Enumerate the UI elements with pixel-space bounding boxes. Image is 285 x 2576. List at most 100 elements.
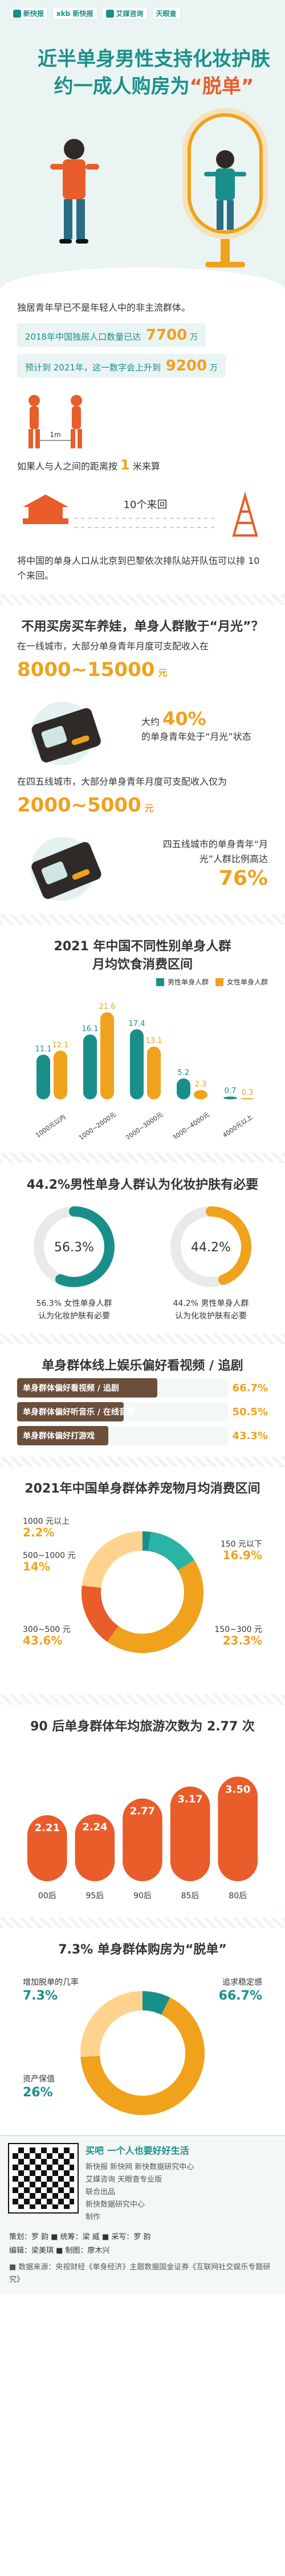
logo-text: 天眼查 <box>156 10 177 18</box>
female-caption-line2: 认为化妆护肤有必要 <box>38 1312 110 1321</box>
divider <box>0 1695 285 1705</box>
donut-slice <box>148 1532 195 1571</box>
entertainment-row: 单身群体偏好打游戏 43.3% <box>17 1426 268 1445</box>
food-bar-label: 0.7 <box>225 1087 237 1095</box>
entertainment-value: 43.3% <box>232 1429 268 1442</box>
entertainment-bars: 单身群体偏好看视频 / 追剧 66.7% 单身群体偏好听音乐 / 在线音频 50.5%… <box>17 1378 268 1445</box>
credit-line2: 编辑：梁美琪 ■ 制图：廖木兴 <box>9 2247 110 2255</box>
entertainment-bar-track: 单身群体偏好看视频 / 追剧 <box>17 1378 228 1398</box>
pet-label-value: 23.3% <box>223 1634 262 1647</box>
travel-bar <box>218 1777 258 1881</box>
ring-arc <box>34 1206 115 1287</box>
divider <box>0 1918 285 1928</box>
travel-bar-label: 2.21 <box>35 1822 60 1834</box>
house-label-key: 追求稳定感 <box>222 1977 262 1987</box>
orgs-line1: 新快报 新快网 新快数据研究中心 <box>85 2163 194 2171</box>
pet-label-key: 500~1000 元 <box>23 1551 76 1560</box>
female-caption-line1: 56.3% 女性单身人群 <box>36 1299 112 1308</box>
food-bar <box>54 1050 67 1099</box>
pet-title: 2021年中国单身群体养宠物月均消费区间 <box>25 1482 260 1496</box>
hero-title-prefix: 约一成人购房为 <box>54 75 190 98</box>
house-label-value: 26% <box>23 2085 53 2100</box>
food-category-label: 2000~3000元 <box>124 1111 164 1139</box>
tier1-share-tail: 的单身青年处于“月光”状态 <box>141 731 251 742</box>
female-ring: 56.3% <box>34 1206 115 1287</box>
intro-summary: 将中国的单身人口从北京到巴黎依次排队站开队伍可以排 10 个来回。 <box>17 555 260 581</box>
food-bar <box>241 1098 254 1099</box>
people-line: 如果人与人之间的距离按 1 米来算 <box>17 458 268 474</box>
qr-code[interactable] <box>9 2144 78 2212</box>
travel-bar-label: 3.50 <box>225 1783 250 1795</box>
brand-mark-icon <box>13 9 21 18</box>
stat1-pill: 2018年中国独居人口数量已达 7700 万 <box>17 323 206 347</box>
makeup-rings: 56.3% 56.3% 女性单身人群 认为化妆护肤有必要 44.2% 44.2%… <box>17 1198 268 1322</box>
divider <box>0 1153 285 1163</box>
travel-category-label: 00后 <box>38 1891 56 1901</box>
tier5-unit: 元 <box>144 803 154 814</box>
entertainment-bar <box>17 1426 108 1445</box>
entertainment-section: 单身群体线上娱乐偏好看视频 / 追剧 单身群体偏好看视频 / 追剧 66.7% 单身… <box>0 1355 285 1445</box>
food-bar-chart: 11.1 12.1 1000元以内 16.1 21.6 1000~2000元 17.4 13.… <box>34 1003 254 1141</box>
temple-icon <box>23 494 68 524</box>
food-bar <box>223 1097 237 1099</box>
makeup-section: 44.2%男性单身人群认为化妆护肤有必要 56.3% 56.3% 女性单身人群 … <box>0 1174 285 1322</box>
gap-label: 1m <box>50 431 60 439</box>
legend-male: 男性单身人群 <box>156 977 209 987</box>
tier1-text: 在一线城市，大部分单身青年月度可支配收入在 <box>17 641 209 652</box>
food-title-line2: 月均饮食消费区间 <box>92 958 193 972</box>
moonlight-section: 不用买房买车养娃，单身人群散于“月光”？ 在一线城市，大部分单身青年月度可支配收… <box>0 616 285 903</box>
house-label: 追求稳定感 66.7% <box>219 1977 262 2003</box>
hero-illustration <box>50 108 268 267</box>
food-bar <box>130 1029 144 1099</box>
travel-bar <box>170 1786 210 1881</box>
tier5-share: 四五线城市的单身青年“月光”人群比例高达 76% <box>141 837 268 890</box>
food-bar <box>100 1012 114 1099</box>
legend-female-label: 女性单身人群 <box>226 978 268 986</box>
stat2-pill: 预计到 2021年，这一数字会上升到 9200 万 <box>17 354 226 378</box>
pet-label-value: 16.9% <box>223 1548 262 1562</box>
orgs-line4: 新快数据研究中心 <box>85 2200 145 2209</box>
entertainment-row: 单身群体偏好看视频 / 追剧 66.7% <box>17 1378 268 1398</box>
logo-tianyancha: 天眼查 <box>152 7 181 20</box>
food-legend: 男性单身人群 女性单身人群 <box>17 977 268 987</box>
donut-slice <box>80 1991 143 2057</box>
house-label-key: 增加脱单的几率 <box>23 1977 79 1987</box>
qr-row: 买吧 一个人也要好好生活 新快报 新快网 新快数据研究中心 艾媒咨询 天眼查专业… <box>9 2144 276 2224</box>
donut-slice <box>142 1991 170 2016</box>
food-bar <box>194 1090 207 1099</box>
travel-category-label: 80后 <box>229 1891 247 1901</box>
makeup-title: 44.2%男性单身人群认为化妆护肤有必要 <box>26 1178 259 1192</box>
qr-text: 买吧 一个人也要好好生活 新快报 新快网 新快数据研究中心 艾媒咨询 天眼查专业… <box>85 2144 276 2224</box>
entertainment-bar <box>17 1402 124 1421</box>
hero-title-line2: 约一成人购房为“脱单” <box>34 73 274 100</box>
travel-bar <box>123 1798 162 1881</box>
tier1-share: 大约 40% 的单身青年处于“月光”状态 <box>141 710 268 744</box>
legend-female-swatch <box>215 978 223 986</box>
food-bar-label: 2.3 <box>195 1081 207 1089</box>
male-caption-line2: 认为化妆护肤有必要 <box>175 1312 247 1321</box>
stat2-text: 预计到 2021年，这一数字会上升到 <box>25 362 161 373</box>
food-category-label: 4000元以上 <box>221 1113 254 1139</box>
travel-category-label: 85后 <box>181 1891 199 1901</box>
legend-male-swatch <box>156 978 164 986</box>
travel-bar-chart: 2.21 00后 2.24 95后 2.77 90后 3.17 85后 3.50 80后 <box>27 1777 258 1901</box>
travel-category-label: 95后 <box>85 1891 104 1901</box>
hero-title-quote: “脱单” <box>189 75 254 98</box>
brand-mark-icon <box>105 9 114 18</box>
divider <box>0 914 285 925</box>
divider <box>0 595 285 605</box>
distance-label: 10个来回 <box>124 499 168 511</box>
male-ring: 44.2% <box>170 1206 251 1287</box>
food-bar-label: 21.6 <box>99 1003 116 1011</box>
ring-label: 44.2% <box>191 1240 231 1255</box>
travel-bar-label: 3.17 <box>177 1794 202 1806</box>
tier1-value: 8000~15000 <box>17 658 155 681</box>
credit-card-illustration <box>31 702 101 765</box>
pet-label: 300~500 元43.6% <box>23 1625 71 1647</box>
entertainment-title: 单身群体线上娱乐偏好看视频 / 追剧 <box>42 1359 243 1373</box>
tier5-text: 在四五线城市，大部分单身青年月度可支配收入仅为 <box>17 776 227 787</box>
legend-male-label: 男性单身人群 <box>167 978 209 986</box>
pet-label-value: 43.6% <box>23 1634 62 1647</box>
